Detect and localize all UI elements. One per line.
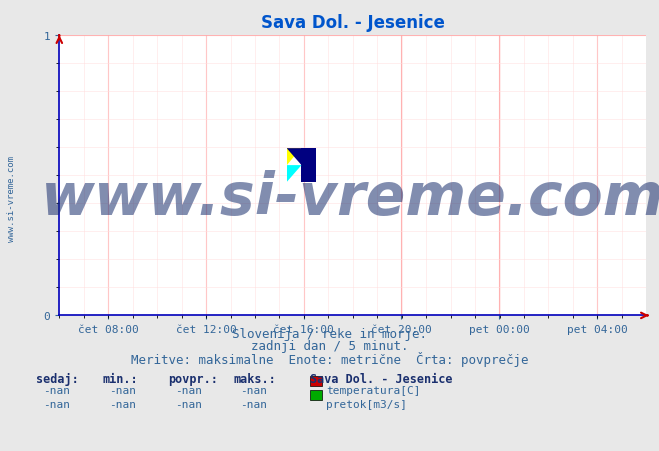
Text: zadnji dan / 5 minut.: zadnji dan / 5 minut. <box>251 339 408 352</box>
Polygon shape <box>287 166 302 183</box>
Polygon shape <box>302 149 316 183</box>
Text: temperatura[C]: temperatura[C] <box>326 386 420 396</box>
Text: Slovenija / reke in morje.: Slovenija / reke in morje. <box>232 327 427 340</box>
Text: www.si-vreme.com: www.si-vreme.com <box>41 170 659 227</box>
Text: maks.:: maks.: <box>234 372 277 385</box>
Text: -nan: -nan <box>109 399 136 409</box>
Text: -nan: -nan <box>175 399 202 409</box>
Text: povpr.:: povpr.: <box>168 372 218 385</box>
Text: -nan: -nan <box>109 386 136 396</box>
Text: sedaj:: sedaj: <box>36 372 79 385</box>
Polygon shape <box>287 149 302 166</box>
Text: www.si-vreme.com: www.si-vreme.com <box>7 156 16 241</box>
Text: Sava Dol. - Jesenice: Sava Dol. - Jesenice <box>310 372 452 385</box>
Text: -nan: -nan <box>175 386 202 396</box>
Title: Sava Dol. - Jesenice: Sava Dol. - Jesenice <box>260 14 445 32</box>
Text: -nan: -nan <box>241 399 268 409</box>
Text: min.:: min.: <box>102 372 138 385</box>
Text: Meritve: maksimalne  Enote: metrične  Črta: povprečje: Meritve: maksimalne Enote: metrične Črta… <box>130 351 529 366</box>
Text: -nan: -nan <box>43 386 70 396</box>
Text: pretok[m3/s]: pretok[m3/s] <box>326 399 407 409</box>
Polygon shape <box>287 149 302 166</box>
Text: -nan: -nan <box>241 386 268 396</box>
Text: -nan: -nan <box>43 399 70 409</box>
